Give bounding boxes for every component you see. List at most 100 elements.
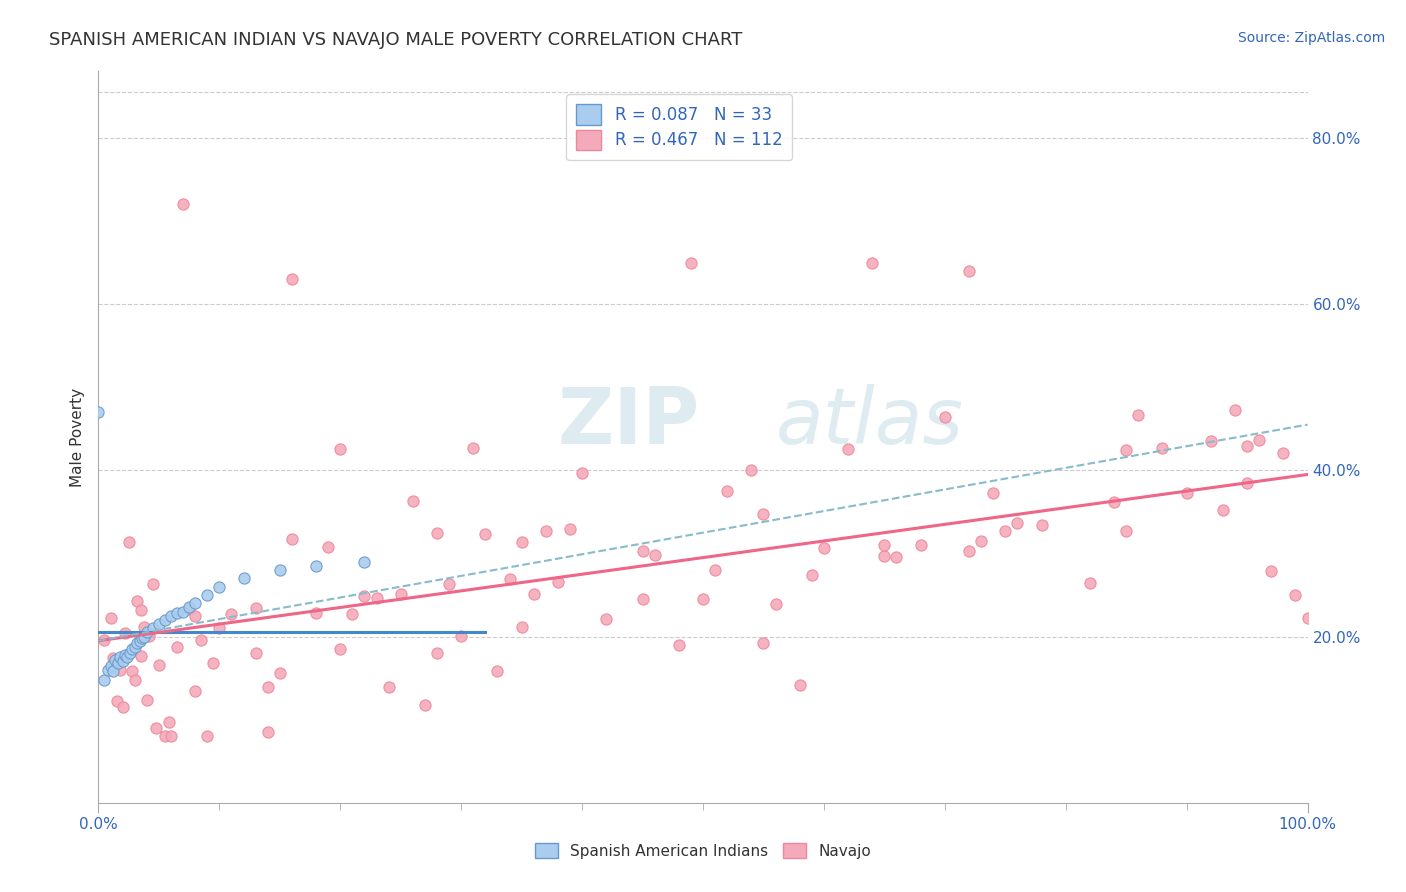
Point [114, 625, 136, 640]
Point [256, 725, 278, 739]
Point [437, 577, 460, 591]
Point [668, 638, 690, 652]
Point [145, 721, 167, 735]
Point [910, 538, 932, 552]
Point [142, 577, 165, 591]
Point [1078, 576, 1101, 591]
Point [195, 588, 218, 602]
Point [269, 665, 291, 680]
Point [107, 656, 129, 670]
Point [93, 673, 115, 687]
Point [190, 632, 212, 647]
Point [124, 640, 146, 654]
Point [523, 587, 546, 601]
Point [981, 485, 1004, 500]
Point [104, 653, 127, 667]
Point [118, 534, 141, 549]
Point [631, 544, 654, 558]
Point [129, 649, 152, 664]
Point [329, 442, 352, 456]
Point [631, 591, 654, 606]
Point [740, 463, 762, 477]
Point [389, 587, 412, 601]
Point [534, 524, 557, 538]
Point [1260, 564, 1282, 578]
Point [202, 656, 225, 670]
Point [111, 700, 134, 714]
Point [153, 729, 176, 743]
Point [353, 555, 375, 569]
Point [426, 646, 449, 660]
Point [124, 673, 146, 687]
Point [179, 600, 201, 615]
Point [813, 541, 835, 555]
Point [377, 681, 399, 695]
Point [108, 663, 131, 677]
Point [281, 272, 304, 286]
Point [135, 625, 157, 640]
Point [166, 607, 188, 621]
Point [1272, 446, 1295, 460]
Point [97, 663, 120, 677]
Point [510, 534, 533, 549]
Point [860, 255, 883, 269]
Point [644, 548, 666, 562]
Point [571, 466, 593, 480]
Point [121, 642, 143, 657]
Point [269, 563, 291, 577]
Point [353, 590, 375, 604]
Point [934, 409, 956, 424]
Point [765, 597, 787, 611]
Point [547, 575, 569, 590]
Point [1284, 589, 1306, 603]
Point [127, 594, 149, 608]
Point [957, 264, 980, 278]
Point [142, 621, 165, 635]
Point [498, 572, 520, 586]
Point [134, 630, 156, 644]
Point [595, 612, 617, 626]
Point [558, 522, 581, 536]
Point [111, 655, 134, 669]
Point [329, 641, 352, 656]
Point [316, 540, 339, 554]
Point [1007, 516, 1029, 530]
Point [366, 591, 388, 605]
Point [100, 658, 122, 673]
Point [184, 684, 207, 698]
Point [138, 629, 160, 643]
Point [692, 591, 714, 606]
Point [1296, 611, 1319, 625]
Point [837, 442, 859, 456]
Point [256, 680, 278, 694]
Point [184, 596, 207, 610]
Point [1223, 403, 1246, 417]
Point [208, 580, 231, 594]
Point [873, 549, 896, 563]
Point [342, 607, 364, 621]
Point [1152, 442, 1174, 456]
Point [108, 650, 131, 665]
Point [1031, 518, 1053, 533]
Point [127, 636, 149, 650]
Text: atlas: atlas [776, 384, 963, 460]
Point [166, 640, 188, 654]
Point [873, 538, 896, 552]
Point [131, 632, 153, 646]
Text: ZIP: ZIP [558, 384, 700, 460]
Point [426, 526, 449, 541]
Point [752, 508, 775, 522]
Point [148, 617, 170, 632]
Point [1128, 409, 1150, 423]
Point [172, 197, 194, 211]
Point [970, 533, 993, 548]
Point [101, 651, 124, 665]
Point [413, 698, 436, 713]
Point [129, 603, 152, 617]
Point [800, 568, 823, 582]
Point [305, 558, 328, 573]
Point [148, 657, 170, 672]
Point [134, 620, 156, 634]
Point [1115, 524, 1137, 538]
Point [160, 729, 183, 743]
